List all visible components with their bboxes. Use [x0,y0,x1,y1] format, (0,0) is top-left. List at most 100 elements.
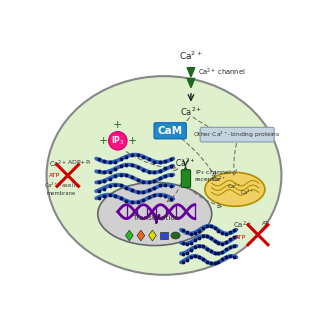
Point [216,228,221,233]
Point [129,152,134,157]
Point [228,237,233,242]
Point [216,241,221,246]
Polygon shape [148,230,156,241]
Point [96,196,101,201]
Point [135,152,140,157]
Point [216,251,221,256]
Point [101,186,107,191]
Text: Other $\rm Ca^{2+}$-binding proteins: Other $\rm Ca^{2+}$-binding proteins [193,130,281,140]
Text: $\rm Ca^{2+}$: $\rm Ca^{2+}$ [179,49,203,61]
Point [157,183,162,188]
Point [231,235,236,240]
Point [220,256,225,261]
Point [96,169,101,174]
Point [181,227,186,232]
Point [140,190,146,195]
Point [212,261,217,266]
Point [140,180,146,185]
Point [208,261,213,266]
Point [146,188,151,193]
Text: $\rm Ca^{2+}$: $\rm Ca^{2+}$ [212,174,227,184]
FancyBboxPatch shape [154,123,186,139]
Polygon shape [187,68,195,77]
Polygon shape [137,230,145,241]
Point [200,256,205,261]
Point [129,163,134,168]
Point [118,183,124,188]
Point [163,182,168,187]
Point [157,168,162,173]
Ellipse shape [205,172,265,206]
Text: Transcription: Transcription [133,215,180,221]
Text: +: + [99,136,108,146]
Point [208,236,213,241]
Point [204,234,209,239]
Text: IP$_3$: IP$_3$ [111,134,124,147]
Point [124,172,129,178]
Point [107,192,112,197]
Point [152,159,157,164]
Point [163,166,168,171]
Point [228,230,233,235]
Point [101,193,107,198]
Text: membrane: membrane [46,191,76,196]
Point [96,156,101,161]
Point [188,255,194,260]
Point [118,164,124,169]
Point [124,198,129,203]
Point [220,230,225,236]
Point [96,180,101,185]
Point [228,253,233,259]
Text: AT: AT [262,221,269,226]
Ellipse shape [98,182,212,245]
Point [196,228,202,233]
Point [168,196,173,201]
Polygon shape [125,230,133,241]
Point [231,255,236,260]
Point [146,195,151,200]
Point [231,227,236,232]
Point [163,158,168,164]
Point [200,225,205,230]
FancyBboxPatch shape [200,127,274,142]
Point [185,257,190,262]
Point [185,230,190,235]
Bar [160,232,168,239]
Point [101,170,107,175]
Point [113,174,118,179]
Ellipse shape [171,232,180,239]
Point [152,185,157,190]
Point [146,180,151,185]
Point [163,173,168,178]
Point [196,244,202,249]
Point [216,259,221,264]
Point [200,244,205,249]
Text: ATP: ATP [49,173,60,178]
Point [168,183,173,188]
Point [168,163,173,168]
Ellipse shape [47,76,281,275]
Point [220,241,225,246]
Point [204,259,209,264]
Point [113,167,118,172]
Point [181,260,186,265]
Point [146,169,151,174]
Point [192,230,197,236]
Circle shape [108,132,127,150]
Point [204,246,209,251]
Point [157,175,162,180]
Text: +: + [113,120,123,131]
Point [200,234,205,239]
Point [188,231,194,236]
Point [135,164,140,170]
Text: +: + [128,136,137,146]
Point [101,179,107,184]
Point [224,231,229,236]
Point [196,254,202,259]
Point [228,244,233,249]
Point [118,172,124,177]
Point [204,224,209,229]
Point [196,235,202,240]
Point [188,240,194,245]
Point [152,193,157,198]
